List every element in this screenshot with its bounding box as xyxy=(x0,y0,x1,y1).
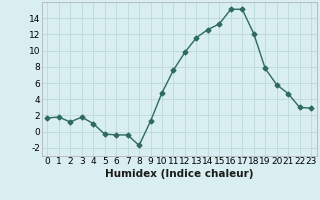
X-axis label: Humidex (Indice chaleur): Humidex (Indice chaleur) xyxy=(105,169,253,179)
